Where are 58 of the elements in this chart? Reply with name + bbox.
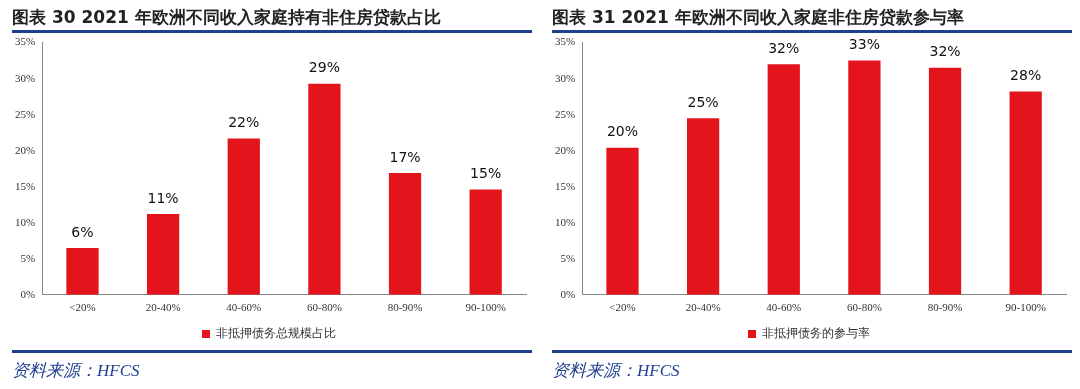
x-tick-label: 60-80%	[306, 301, 342, 314]
bar	[146, 214, 180, 295]
data-label: 29%	[308, 59, 340, 76]
text: 资料来源：HFCS	[12, 350, 532, 382]
bar	[66, 247, 99, 295]
y-tick-label: 25%	[554, 107, 576, 120]
data-label: 6%	[71, 223, 94, 240]
x-tick-label: 40-60%	[766, 301, 802, 314]
bar	[606, 147, 639, 295]
data-label: 32%	[768, 39, 800, 56]
y-tick-label: 15%	[554, 179, 576, 192]
data-label: 17%	[389, 148, 421, 165]
legend-label: 非抵押债务总规模占比	[216, 326, 336, 341]
data-label: 28%	[1010, 67, 1042, 84]
data-label: 33%	[848, 36, 880, 53]
data-label: 25%	[687, 93, 719, 110]
y-tick-label: 5%	[560, 251, 576, 264]
y-tick-label: 0%	[560, 287, 576, 300]
x-tick-label: <20%	[609, 301, 636, 314]
bar	[308, 83, 341, 295]
x-tick-label: 80-90%	[927, 301, 963, 314]
bar	[227, 138, 260, 295]
bar	[848, 60, 881, 295]
chart-title: 图表 30 2021 年欧洲不同收入家庭持有非住房贷款占比	[12, 0, 532, 33]
x-tick-label: 90-100%	[1005, 301, 1046, 314]
y-tick-label: 25%	[14, 107, 36, 120]
x-tick-label: 60-80%	[846, 301, 882, 314]
y-tick-label: 30%	[14, 71, 36, 84]
bar	[469, 189, 502, 295]
legend-label: 非抵押债务的参与率	[762, 326, 870, 341]
bar	[767, 64, 800, 295]
y-tick-label: 20%	[554, 143, 576, 156]
bar	[928, 67, 962, 295]
data-label: 20%	[606, 123, 639, 140]
y-tick-label: 0%	[20, 287, 36, 300]
text: 资料来源：HFCS	[552, 350, 1072, 382]
y-tick-label: 30%	[554, 71, 576, 84]
data-label: 22%	[228, 114, 260, 131]
data-label: 32%	[929, 43, 961, 60]
y-tick-label: 10%	[14, 215, 36, 228]
x-tick-label: 80-90%	[387, 301, 423, 314]
chart-title: 图表 31 2021 年欧洲不同收入家庭非住房贷款参与率	[552, 0, 1072, 33]
x-tick-label: 20-40%	[145, 301, 181, 314]
y-tick-label: 35%	[14, 35, 36, 48]
x-tick-label: 40-60%	[226, 301, 262, 314]
y-tick-label: 5%	[20, 251, 36, 264]
bar	[686, 118, 720, 295]
x-tick-label: 90-100%	[465, 301, 506, 314]
data-label: 11%	[147, 189, 179, 206]
y-tick-label: 20%	[14, 143, 36, 156]
bar	[1009, 91, 1042, 295]
y-tick-label: 15%	[14, 179, 36, 192]
y-tick-label: 10%	[554, 215, 576, 228]
x-tick-label: <20%	[69, 301, 96, 314]
x-tick-label: 20-40%	[685, 301, 721, 314]
bar	[388, 173, 422, 295]
data-label: 15%	[470, 165, 502, 182]
y-tick-label: 35%	[554, 35, 576, 48]
